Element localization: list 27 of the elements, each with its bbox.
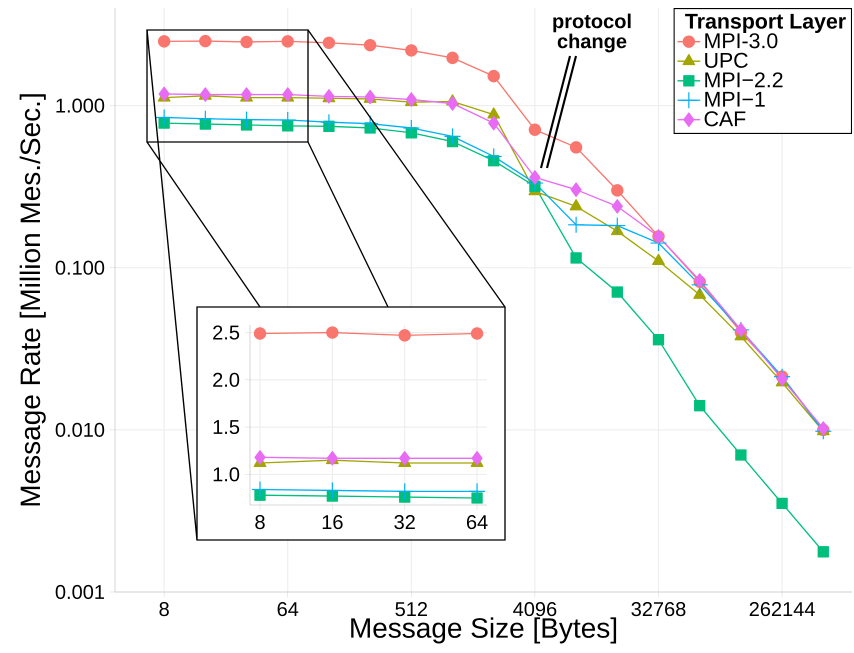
- x-tick-label: 262144: [750, 602, 815, 616]
- x-tick-label: 4096: [513, 602, 556, 616]
- x-tick-label: 16: [322, 515, 343, 530]
- y-tick-label: 2.0: [213, 372, 240, 387]
- y-tick-label: 1.000: [56, 98, 104, 113]
- y-tick-label: 1.0: [214, 467, 240, 482]
- annotation: protocol change: [553, 14, 631, 52]
- x-tick-label: 64: [466, 515, 488, 530]
- y-tick-label: 0.100: [56, 260, 104, 275]
- x-tick-label: 512: [395, 602, 427, 616]
- legend-label: MPI−1: [705, 92, 765, 107]
- x-tick-label: 64: [278, 602, 298, 616]
- legend-label: MPI-3.0: [705, 33, 778, 48]
- legend-label: UPC: [705, 52, 748, 68]
- x-axis-title: Message Size [Bytes]: [351, 617, 616, 644]
- x-tick-label: 8: [159, 602, 169, 616]
- x-tick-label: 32: [394, 515, 415, 530]
- legend-title: Transport Layer: [685, 14, 846, 33]
- x-tick-label: 32768: [631, 602, 686, 616]
- y-tick-label: 0.010: [56, 422, 104, 437]
- y-tick-label: 0.001: [56, 584, 104, 600]
- x-tick-label: 8: [255, 515, 265, 530]
- y-axis-title: Message Rate [Million Mes./Sec.]: [20, 94, 46, 506]
- legend-label: MPI−2.2: [705, 72, 783, 88]
- y-tick-label: 1.5: [214, 420, 240, 434]
- legend-label: CAF: [704, 111, 746, 126]
- y-tick-label: 2.5: [213, 325, 240, 340]
